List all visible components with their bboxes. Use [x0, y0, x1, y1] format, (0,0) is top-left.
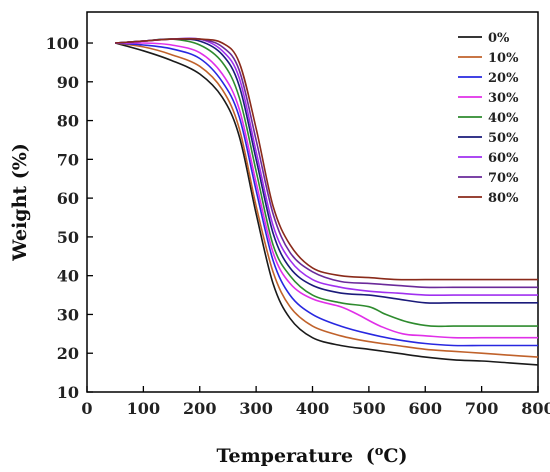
y-tick-label: 30 — [57, 305, 79, 324]
x-tick-label: 800 — [521, 399, 550, 418]
legend-label: 50% — [488, 131, 519, 146]
legend-label: 60% — [488, 151, 519, 166]
x-tick-label: 300 — [239, 399, 272, 418]
legend: 0% 10% 20% 30% 40% 50% 60% 70% 80% — [458, 31, 519, 206]
legend-label: 20% — [488, 71, 519, 86]
series-line-10pct — [115, 42, 539, 358]
x-tick-label: 0 — [81, 399, 92, 418]
x-axis-unit-sup: o — [375, 444, 384, 459]
x-axis: 0 100 200 300 400 500 600 700 800 — [81, 386, 550, 418]
series-line-20pct — [115, 42, 538, 347]
x-tick-label: 600 — [409, 399, 442, 418]
x-tick-label: 100 — [127, 399, 160, 418]
x-axis-unit-suffix: C) — [383, 445, 407, 467]
series-lines — [114, 37, 539, 366]
y-tick-label: 70 — [57, 150, 79, 169]
series-line-50pct — [115, 38, 538, 304]
x-tick-label: 700 — [465, 399, 498, 418]
plot-frame — [86, 11, 539, 393]
legend-label: 80% — [488, 191, 519, 206]
y-tick-label: 40 — [57, 267, 79, 286]
series-line-30pct — [115, 42, 538, 339]
legend-label: 10% — [488, 51, 519, 66]
x-tick-label: 400 — [296, 399, 329, 418]
x-tick-label: 200 — [183, 399, 216, 418]
y-axis: 10 20 30 40 50 60 70 80 90 100 — [46, 34, 93, 402]
y-tick-label: 60 — [57, 189, 79, 208]
y-tick-label: 100 — [46, 34, 79, 53]
series-line-70pct — [115, 37, 538, 289]
series-line-40pct — [115, 38, 538, 328]
y-tick-label: 20 — [57, 344, 79, 363]
legend-label: 0% — [488, 31, 510, 46]
y-tick-label: 50 — [57, 228, 79, 247]
y-tick-label: 10 — [57, 383, 79, 402]
y-tick-label: 80 — [57, 112, 79, 131]
y-tick-label: 90 — [57, 73, 79, 92]
legend-label: 70% — [488, 171, 519, 186]
x-axis-unit-prefix: ( — [366, 445, 375, 467]
x-axis-title: Temperature (oC) — [217, 444, 408, 468]
series-line-80pct — [115, 37, 538, 281]
legend-label: 40% — [488, 111, 519, 126]
x-axis-label: Temperature — [217, 445, 354, 467]
y-axis-title: Weight (%) — [9, 143, 31, 262]
x-tick-label: 500 — [352, 399, 385, 418]
series-line-0pct — [114, 42, 539, 366]
legend-label: 30% — [488, 91, 519, 106]
